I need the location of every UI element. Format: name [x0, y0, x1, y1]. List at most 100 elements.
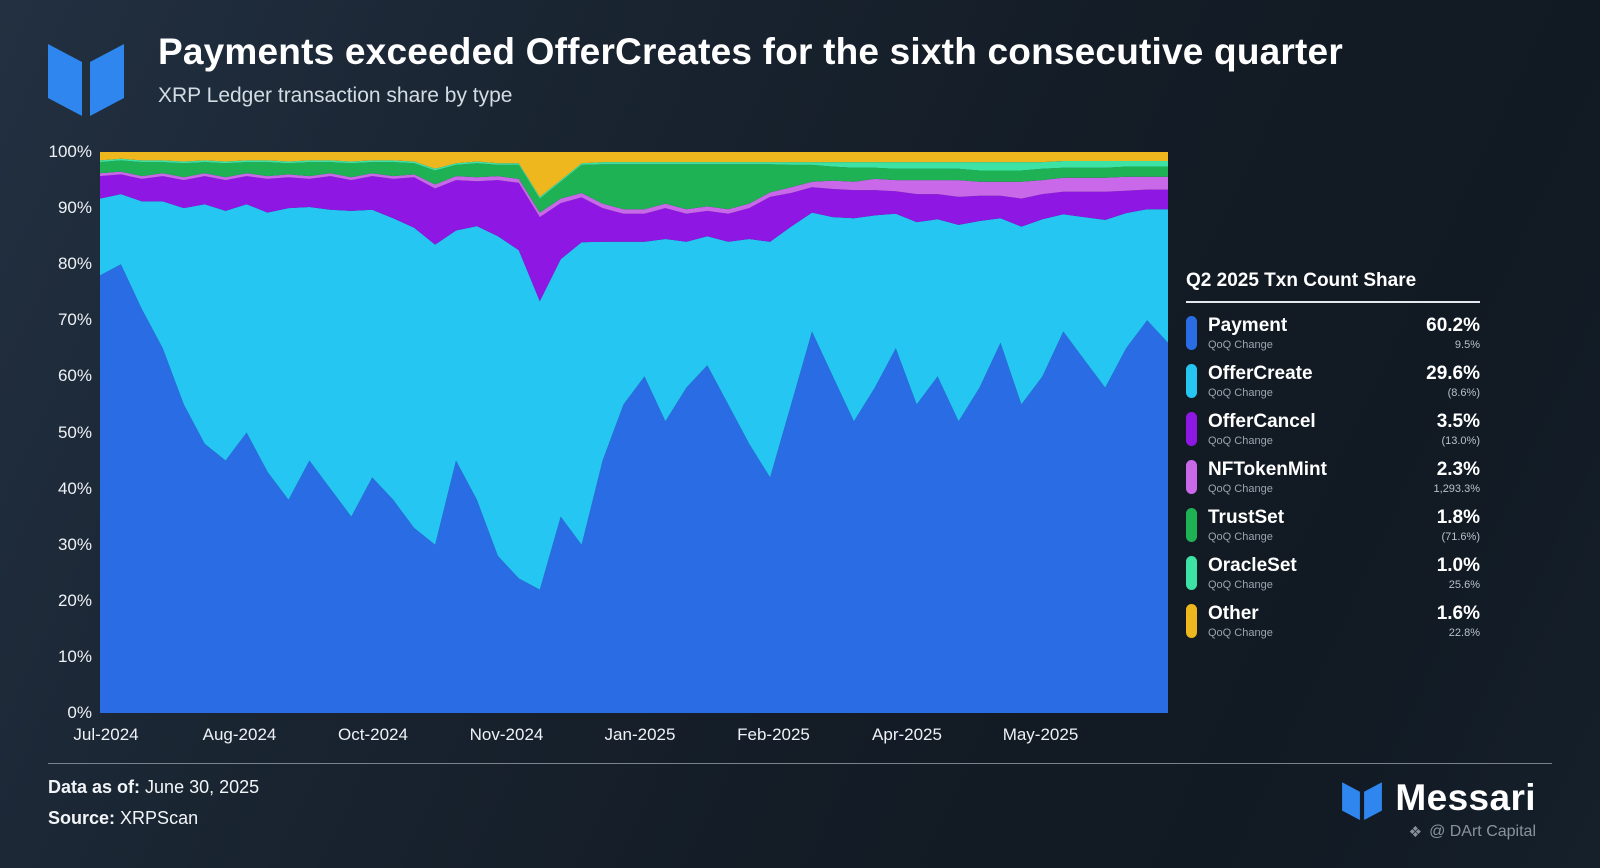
x-tick-label: Feb-2025 — [737, 725, 810, 744]
source: Source: XRPScan — [48, 808, 198, 829]
legend-item-value: 60.2% — [1426, 315, 1480, 336]
legend-item-name: NFTokenMint — [1208, 459, 1327, 480]
legend-item-value: 3.5% — [1436, 411, 1480, 432]
series-oracleset — [100, 158, 1168, 199]
header: Payments exceeded OfferCreates for the s… — [48, 31, 1343, 116]
footer-divider — [48, 763, 1552, 764]
legend-item-name: OracleSet — [1208, 555, 1297, 576]
y-tick-label: 100% — [48, 142, 92, 161]
y-tick-label: 40% — [57, 478, 92, 498]
legend-item-value: 1.6% — [1436, 603, 1480, 624]
legend-item-qoq-label: QoQ Change — [1208, 627, 1273, 639]
series-nftokenmint — [100, 171, 1168, 218]
legend-title: Q2 2025 Txn Count Share — [1186, 270, 1480, 303]
watermark-text: @ DArt Capital — [1429, 823, 1536, 840]
x-tick-label: Jan-2025 — [604, 725, 676, 744]
gem-icon: ❖ — [1408, 824, 1423, 841]
chart-canvas — [100, 152, 1168, 713]
legend-panel: Q2 2025 Txn Count Share Payment 60.2% QoQ … — [1186, 270, 1480, 639]
legend-item-value: 1.0% — [1436, 555, 1480, 576]
x-tick-label: May-2025 — [1002, 725, 1079, 744]
x-axis: Jul-2024 Aug-2024 Oct-2024 Nov-2024 Jan-2025… — [73, 721, 1168, 747]
legend-item-name: Other — [1208, 603, 1259, 624]
y-tick-label: 50% — [57, 422, 92, 442]
legend-item-qoq-value: (71.6%) — [1441, 531, 1480, 543]
legend-item-nftokenmint: NFTokenMint 2.3% QoQ Change 1,293.3% — [1186, 459, 1480, 495]
y-tick-label: 20% — [57, 590, 92, 610]
legend-item-body: OracleSet 1.0% QoQ Change 25.6% — [1208, 555, 1480, 591]
legend-item-value: 29.6% — [1426, 363, 1480, 384]
legend-swatch-icon — [1186, 508, 1197, 542]
legend-item-qoq-label: QoQ Change — [1208, 531, 1273, 543]
legend-swatch-icon — [1186, 364, 1197, 398]
legend-item-name: OfferCancel — [1208, 411, 1316, 432]
x-tick-label: Nov-2024 — [469, 725, 544, 744]
messari-logo-icon — [48, 44, 124, 116]
x-tick-label: Oct-2024 — [338, 725, 408, 744]
source-label: Source: — [48, 808, 116, 828]
header-titles: Payments exceeded OfferCreates for the s… — [158, 31, 1343, 108]
y-tick-label: 70% — [57, 310, 92, 330]
y-tick-label: 80% — [57, 254, 92, 274]
legend-item-name: Payment — [1208, 315, 1288, 336]
y-axis: 0% 10% 20% 30% 40% 50% 60% 70% 80% 90% 100% — [30, 142, 92, 722]
y-tick-label: 90% — [57, 198, 92, 218]
series-payment — [100, 264, 1168, 713]
legend-item-name: OfferCreate — [1208, 363, 1313, 384]
legend-item-payment: Payment 60.2% QoQ Change 9.5% — [1186, 315, 1480, 351]
legend-rows: Payment 60.2% QoQ Change 9.5% OfferCreate 29.… — [1186, 315, 1480, 639]
data-as-of-label: Data as of: — [48, 777, 141, 797]
legend-item-qoq-label: QoQ Change — [1208, 435, 1273, 447]
legend-item-name: TrustSet — [1208, 507, 1285, 528]
legend-item-qoq-label: QoQ Change — [1208, 339, 1273, 351]
series-other — [100, 152, 1168, 197]
legend-item-qoq-label: QoQ Change — [1208, 483, 1273, 495]
series-trustset — [100, 160, 1168, 213]
page-subtitle: XRP Ledger transaction share by type — [158, 83, 513, 107]
legend-item-other: Other 1.6% QoQ Change 22.8% — [1186, 603, 1480, 639]
legend-item-qoq-label: QoQ Change — [1208, 387, 1273, 399]
legend-swatch-icon — [1186, 316, 1197, 350]
data-as-of: Data as of: June 30, 2025 — [48, 777, 259, 798]
messari-brand-icon — [1342, 782, 1383, 820]
stacked-area-chart — [100, 152, 1168, 713]
legend-item-qoq-value: 25.6% — [1448, 579, 1480, 591]
legend-swatch-icon — [1186, 412, 1197, 446]
legend-item-body: OfferCancel 3.5% QoQ Change (13.0%) — [1208, 411, 1480, 447]
legend-item-oracleset: OracleSet 1.0% QoQ Change 25.6% — [1186, 555, 1480, 591]
legend-item-value: 2.3% — [1436, 459, 1480, 480]
x-tick-label: Jul-2024 — [73, 725, 139, 744]
data-as-of-value: June 30, 2025 — [145, 777, 260, 797]
y-tick-label: 10% — [57, 646, 92, 666]
legend-item-offercreate: OfferCreate 29.6% QoQ Change (8.6%) — [1186, 363, 1480, 399]
legend-item-qoq-value: (8.6%) — [1447, 387, 1480, 399]
page-title: Payments exceeded OfferCreates for the s… — [158, 31, 1343, 72]
y-tick-label: 60% — [57, 366, 92, 386]
legend-item-body: Other 1.6% QoQ Change 22.8% — [1208, 603, 1480, 639]
x-tick-label: Aug-2024 — [202, 725, 277, 744]
legend-item-qoq-label: QoQ Change — [1208, 579, 1273, 591]
x-tick-label: Apr-2025 — [872, 725, 942, 744]
legend-item-qoq-value: 9.5% — [1454, 339, 1480, 351]
watermark: ❖ @ DArt Capital — [1409, 823, 1536, 841]
y-tick-label: 0% — [67, 703, 92, 722]
legend-item-body: OfferCreate 29.6% QoQ Change (8.6%) — [1208, 363, 1480, 399]
legend-item-body: NFTokenMint 2.3% QoQ Change 1,293.3% — [1208, 459, 1480, 495]
legend-item-qoq-value: 1,293.3% — [1433, 483, 1480, 495]
brand-name: Messari — [1395, 777, 1536, 818]
legend-item-qoq-value: 22.8% — [1448, 627, 1480, 639]
legend-swatch-icon — [1186, 556, 1197, 590]
legend-item-body: TrustSet 1.8% QoQ Change (71.6%) — [1208, 507, 1480, 543]
source-value: XRPScan — [120, 808, 199, 828]
legend-item-value: 1.8% — [1436, 507, 1480, 528]
brand: Messari — [1342, 776, 1536, 820]
series-offercreate — [100, 194, 1168, 590]
legend-swatch-icon — [1186, 604, 1197, 638]
legend-item-qoq-value: (13.0%) — [1441, 435, 1480, 447]
legend-item-offercancel: OfferCancel 3.5% QoQ Change (13.0%) — [1186, 411, 1480, 447]
y-tick-label: 30% — [57, 534, 92, 554]
legend-item-body: Payment 60.2% QoQ Change 9.5% — [1208, 315, 1480, 351]
legend-item-trustset: TrustSet 1.8% QoQ Change (71.6%) — [1186, 507, 1480, 543]
legend-swatch-icon — [1186, 460, 1197, 494]
